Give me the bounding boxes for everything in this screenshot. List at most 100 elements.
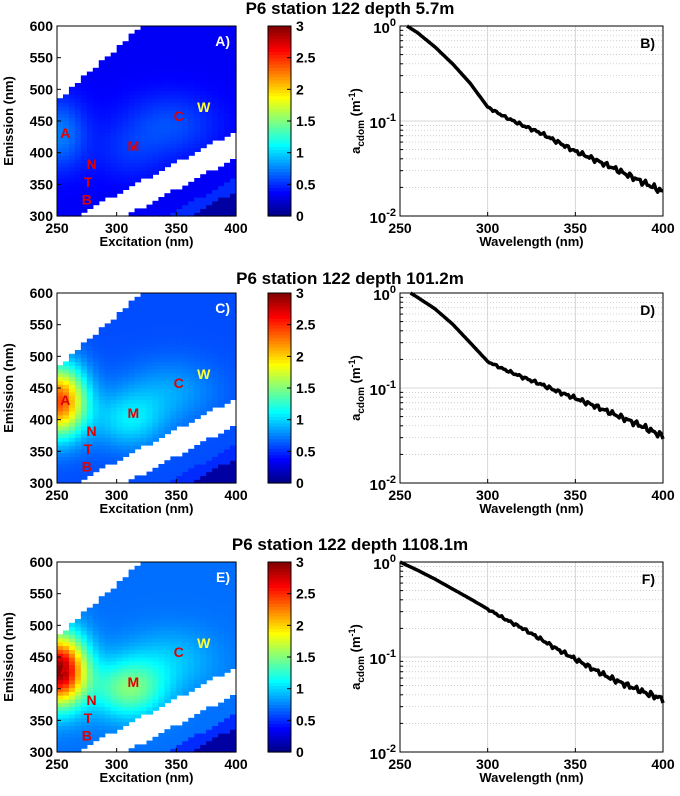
eem-cell <box>224 189 231 194</box>
eem-cell <box>182 562 189 567</box>
eem-cell <box>62 105 70 111</box>
eem-cell <box>188 372 195 378</box>
eem-cell <box>80 94 88 99</box>
eem-cell <box>164 630 171 635</box>
eem-cell <box>164 140 171 145</box>
eem-cell <box>146 56 154 61</box>
eem-cell <box>200 121 207 126</box>
eem-cell <box>62 403 70 408</box>
colorbar-segment <box>268 603 291 607</box>
eem-cell <box>80 159 88 164</box>
colorbar-segment <box>268 70 291 75</box>
eem-cell <box>128 312 136 317</box>
colorbar-segment <box>268 704 291 709</box>
eem-cell <box>80 717 88 723</box>
eem-cell <box>146 710 154 715</box>
eem-cell <box>128 437 136 442</box>
eem-cell <box>80 634 88 639</box>
eem-cell <box>194 45 201 50</box>
eem-cell <box>128 212 136 217</box>
eem-cell <box>68 721 76 726</box>
eem-xtick-label: 350 <box>165 487 189 503</box>
eem-cell <box>68 395 76 400</box>
eem-cell <box>176 193 183 198</box>
eem-cell <box>188 403 195 408</box>
eem-cell <box>128 380 136 385</box>
eem-cell <box>200 132 207 137</box>
eem-cell <box>146 471 154 476</box>
eem-cell <box>57 376 64 381</box>
eem-cell <box>98 733 106 738</box>
eem-cell <box>212 29 219 35</box>
eem-cell <box>170 308 177 313</box>
eem-cell <box>158 600 165 605</box>
eem-cell <box>158 471 165 476</box>
eem-cell <box>206 331 213 336</box>
eem-cell <box>80 619 88 624</box>
eem-ytick-label: 300 <box>30 208 54 224</box>
eem-cell <box>230 193 237 198</box>
eem-cell <box>188 319 195 324</box>
colorbar-tick-label: 2 <box>296 617 304 633</box>
eem-cell <box>182 151 189 156</box>
eem-cell <box>182 410 189 416</box>
eem-cell <box>212 132 219 137</box>
eem-cell <box>116 162 124 168</box>
eem-cell <box>158 353 165 359</box>
eem-cell <box>86 649 94 654</box>
eem-cell <box>116 588 124 593</box>
eem-cell <box>170 212 177 217</box>
eem-cell <box>92 399 100 404</box>
eem-cell <box>146 664 154 669</box>
eem-cell <box>128 86 136 92</box>
eem-cell <box>188 147 195 152</box>
eem-cell <box>194 630 201 635</box>
eem-cell <box>188 460 195 465</box>
eem-cell <box>110 687 118 692</box>
eem-cell <box>116 433 124 438</box>
eem-cell <box>212 52 219 57</box>
eem-cell <box>86 140 94 145</box>
eem-cell <box>146 410 154 416</box>
eem-cell <box>57 140 64 145</box>
eem-cell <box>116 600 124 605</box>
eem-cell <box>170 479 177 484</box>
eem-cell <box>200 48 207 54</box>
eem-cell <box>57 189 64 194</box>
eem-cell <box>62 445 70 450</box>
eem-cell <box>212 208 219 213</box>
eem-cell <box>57 117 64 122</box>
eem-cell <box>158 581 165 586</box>
eem-cell <box>158 702 165 707</box>
eem-cell <box>122 315 130 321</box>
eem-cell <box>170 622 177 628</box>
eem-cell <box>92 376 100 381</box>
eem-cell <box>86 695 94 700</box>
colorbar-segment <box>268 111 291 116</box>
eem-cell <box>122 357 130 362</box>
eem-cell <box>98 615 106 620</box>
eem-cell <box>104 67 112 73</box>
eem-cell <box>170 105 177 111</box>
eem-cell <box>206 577 213 582</box>
eem-cell <box>218 185 225 190</box>
eem-cell <box>182 147 189 152</box>
eem-cell <box>122 45 130 50</box>
eem-cell <box>116 630 124 635</box>
eem-cell <box>134 162 142 168</box>
eem-cell <box>152 600 160 605</box>
eem-cell <box>68 426 76 431</box>
eem-cell <box>140 744 148 749</box>
eem-cell <box>164 729 171 734</box>
eem-cell <box>188 634 195 639</box>
eem-cell <box>188 105 195 111</box>
eem-cell <box>80 744 88 749</box>
eem-cell <box>158 372 165 378</box>
eem-cell <box>146 607 154 612</box>
eem-cell <box>80 136 88 141</box>
eem-cell <box>98 109 106 114</box>
eem-cell <box>104 672 112 677</box>
eem-cell <box>194 725 201 730</box>
eem-cell <box>140 422 148 427</box>
eem-ytick-label: 500 <box>30 81 54 97</box>
